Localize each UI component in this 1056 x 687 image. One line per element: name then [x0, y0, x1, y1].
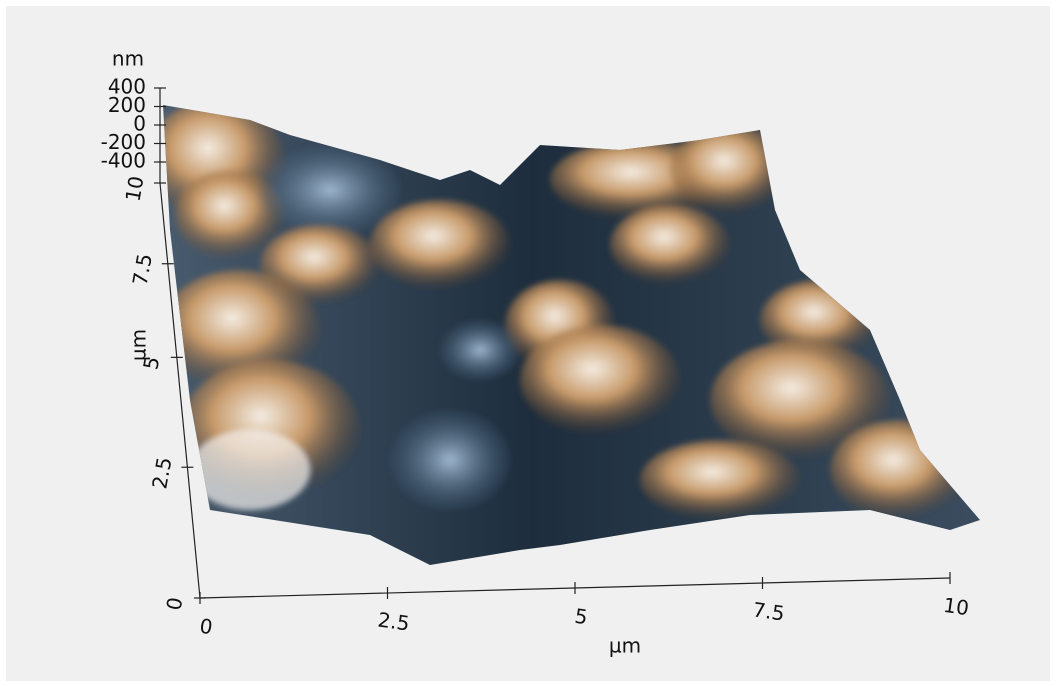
z-axis-title: nm [112, 47, 144, 71]
x-tick-label: 2.5 [376, 607, 411, 635]
z-tick-label: -400 [101, 149, 146, 173]
x-axis-title: µm [609, 634, 641, 658]
chart: nm µm µm 02.557.51002.557.5104002000-200… [0, 0, 1056, 687]
y-tick-label: 10 [120, 174, 148, 203]
x-tick-label: 7.5 [751, 597, 786, 625]
x-tick-label: 10 [942, 593, 971, 620]
